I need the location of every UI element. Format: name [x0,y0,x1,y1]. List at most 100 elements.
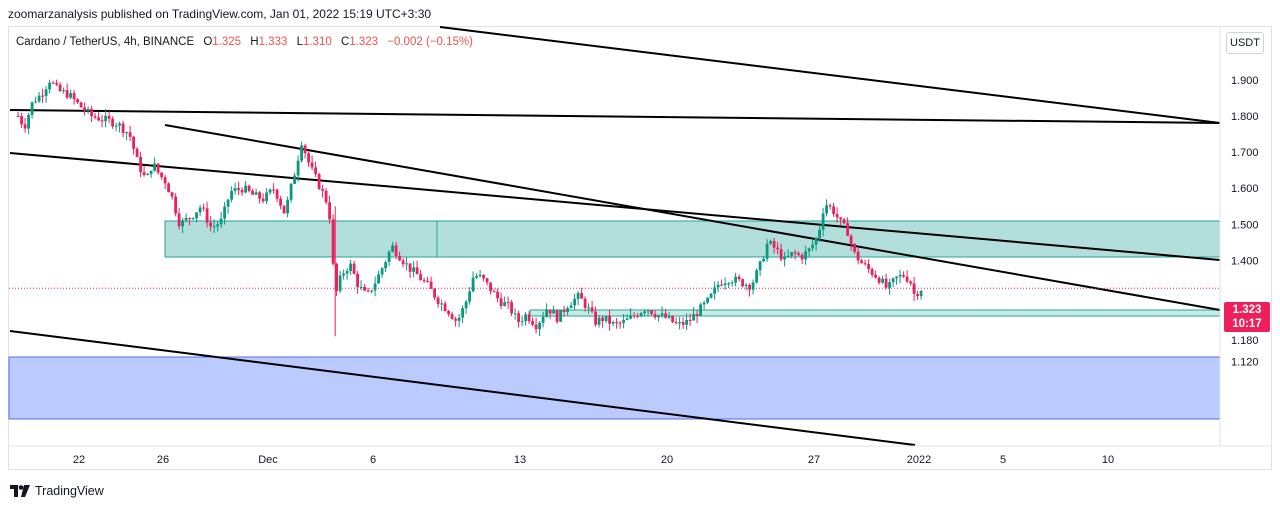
last-price-value: 1.323 [1232,304,1262,316]
candle-body [107,115,111,119]
candle-body [23,124,27,129]
candle-body [443,303,447,312]
candle-body [251,190,254,195]
candle-body [860,260,863,264]
candle-body [622,319,625,323]
candle-body [163,177,167,184]
trendline [9,330,916,446]
candle-body [391,245,394,252]
candle-body [27,114,30,129]
candle-body [534,324,538,330]
trendline [164,124,1221,311]
candle-body [632,315,636,317]
candle-body [625,318,629,320]
candle-body [499,298,503,306]
candle-body [594,311,597,325]
chart-frame[interactable] [8,26,1272,470]
candle-body [597,317,601,325]
publisher-line: zoomarzanalysis published on TradingView… [8,7,432,21]
candle-body [279,198,282,206]
candle-body [296,160,300,176]
candle-body [181,220,184,227]
x-tick-label: 27 [808,454,820,466]
candle-body [709,293,713,298]
candle-body [643,311,646,314]
candle-body [307,153,310,163]
candle-body [695,314,699,317]
candle-body [55,82,58,85]
candle-body [807,248,811,252]
candle-body [485,278,489,283]
candle-body [370,290,373,292]
last-price-tag: 1.323 10:17 [1224,302,1270,332]
close-label: C [340,36,350,48]
candle-body [223,206,226,219]
candle-body [149,170,153,174]
close-value: 1.323 [349,36,379,48]
candle-body [405,263,408,265]
candle-body [153,163,156,171]
candle-body [748,284,751,290]
candle-body [601,317,604,322]
low-value: 1.310 [302,36,332,48]
footer-brand[interactable]: TradingView [10,484,104,498]
candle-body [587,307,590,309]
candle-body [755,270,758,283]
candle-body [786,255,790,257]
candle-body [741,279,744,287]
candle-body [611,322,615,324]
candle-body [590,307,594,312]
candle-body [646,310,650,312]
candle-body [615,322,618,324]
candle-body [188,218,191,220]
candle-body [184,218,188,221]
candle-body [800,254,804,260]
candle-body [387,251,391,263]
candle-body [93,116,97,118]
candle-body [559,309,562,322]
candle-body [716,284,720,288]
candle-body [548,309,552,314]
candle-body [762,258,765,262]
candle-body [174,196,177,214]
candle-body [639,313,643,317]
candle-body [457,317,461,321]
resistance-zone [164,220,1221,258]
candle-body [100,120,104,122]
candle-body [226,199,230,207]
candle-body [300,145,303,161]
symbol-legend: Cardano / TetherUS, 4h, BINANCE O1.325 H… [16,36,473,48]
candle-body [723,283,727,285]
candle-body [72,93,76,100]
candle-body [790,252,793,256]
candle-body [359,286,363,288]
candle-body [664,313,667,318]
candle-body [373,283,377,291]
candle-body [902,275,905,277]
candle-body [314,167,317,175]
candle-body [867,264,870,270]
candle-body [783,256,786,260]
candle-body [737,276,741,280]
trendline [9,109,1221,124]
candle-body [681,322,685,325]
candle-body [797,253,800,255]
currency-button[interactable]: USDT [1226,32,1264,54]
tradingview-logo-icon [10,485,30,497]
candle-body [384,262,387,269]
candle-body [874,274,877,278]
candle-body [482,275,485,279]
open-value: 1.325 [212,36,242,48]
candle-body [461,308,464,318]
candle-body [769,240,772,244]
candle-body [237,188,240,190]
candle-body [352,263,356,274]
candle-body [156,163,160,173]
x-tick-label: 10 [1102,454,1114,466]
candle-body [471,277,475,292]
candle-body [650,310,653,315]
candle-body [86,108,90,111]
candle-body [510,302,513,314]
candle-body [562,309,566,312]
